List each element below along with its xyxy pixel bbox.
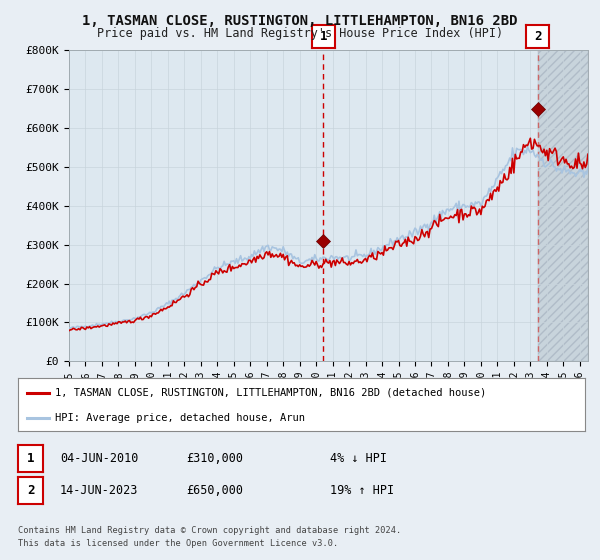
Text: 14-JUN-2023: 14-JUN-2023 <box>60 484 139 497</box>
Text: 04-JUN-2010: 04-JUN-2010 <box>60 452 139 465</box>
Text: 1, TASMAN CLOSE, RUSTINGTON, LITTLEHAMPTON, BN16 2BD: 1, TASMAN CLOSE, RUSTINGTON, LITTLEHAMPT… <box>82 14 518 28</box>
Text: 2: 2 <box>534 30 541 43</box>
Bar <box>538 50 588 361</box>
Bar <box>538 50 588 361</box>
Text: 1: 1 <box>320 30 327 43</box>
Text: 2: 2 <box>27 484 34 497</box>
Text: £310,000: £310,000 <box>186 452 243 465</box>
Text: 4% ↓ HPI: 4% ↓ HPI <box>330 452 387 465</box>
Text: HPI: Average price, detached house, Arun: HPI: Average price, detached house, Arun <box>55 413 305 423</box>
Text: Contains HM Land Registry data © Crown copyright and database right 2024.: Contains HM Land Registry data © Crown c… <box>18 526 401 535</box>
Text: This data is licensed under the Open Government Licence v3.0.: This data is licensed under the Open Gov… <box>18 539 338 548</box>
Text: Price paid vs. HM Land Registry's House Price Index (HPI): Price paid vs. HM Land Registry's House … <box>97 27 503 40</box>
Text: £650,000: £650,000 <box>186 484 243 497</box>
Text: 1, TASMAN CLOSE, RUSTINGTON, LITTLEHAMPTON, BN16 2BD (detached house): 1, TASMAN CLOSE, RUSTINGTON, LITTLEHAMPT… <box>55 388 486 398</box>
Text: 1: 1 <box>27 452 34 465</box>
Text: 19% ↑ HPI: 19% ↑ HPI <box>330 484 394 497</box>
